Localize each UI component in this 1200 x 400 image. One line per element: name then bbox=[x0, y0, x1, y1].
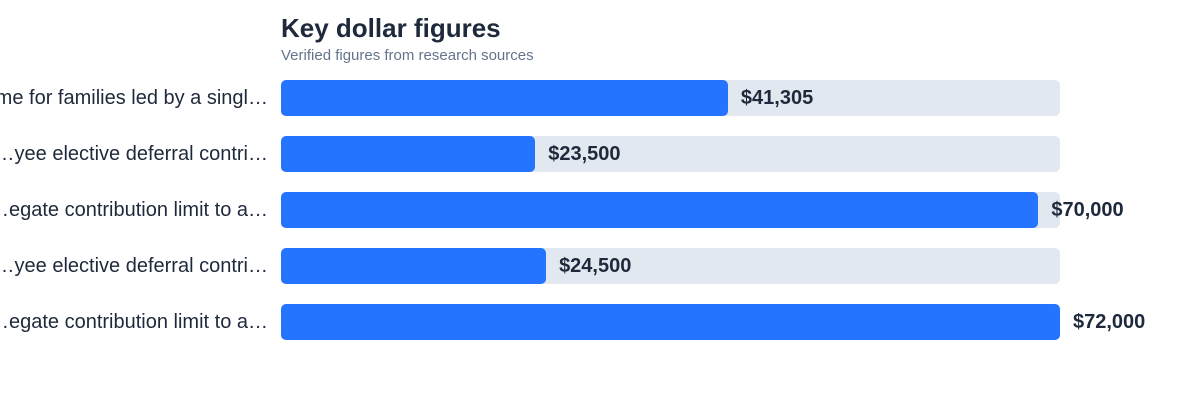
category-label: …egate contribution limit to a… bbox=[0, 304, 268, 340]
value-label: $23,500 bbox=[548, 143, 621, 165]
bar bbox=[281, 192, 1039, 228]
bar bbox=[281, 136, 536, 172]
category-label-text: …yee elective deferral contri… bbox=[0, 255, 268, 277]
bar-row: …yee elective deferral contri… $23,500 bbox=[0, 136, 1200, 172]
category-label: …yee elective deferral contri… bbox=[0, 248, 268, 284]
value-label: $41,305 bbox=[740, 87, 814, 109]
bar bbox=[281, 248, 547, 284]
value-label: $24,500 bbox=[559, 255, 632, 277]
value-label: $72,000 bbox=[1073, 311, 1146, 333]
category-label-text: …egate contribution limit to a… bbox=[0, 199, 268, 221]
bar-row: …egate contribution limit to a… $72,000 bbox=[0, 304, 1200, 340]
category-label-text: …egate contribution limit to a… bbox=[0, 311, 268, 333]
category-label: …yee elective deferral contri… bbox=[0, 136, 268, 172]
category-label-text: …me for families led by a singl… bbox=[0, 87, 268, 109]
chart-title: Key dollar figures bbox=[281, 13, 501, 43]
chart-subtitle: Verified figures from research sources bbox=[281, 47, 534, 64]
bar-row: …yee elective deferral contri… $24,500 bbox=[0, 248, 1200, 284]
category-label-text: …yee elective deferral contri… bbox=[0, 143, 268, 165]
value-label: $70,000 bbox=[1051, 199, 1124, 221]
bar bbox=[281, 80, 728, 116]
category-label: …egate contribution limit to a… bbox=[0, 192, 268, 228]
bar bbox=[281, 304, 1060, 340]
bar-row: …me for families led by a singl… $41,305 bbox=[0, 80, 1200, 116]
bar-row: …egate contribution limit to a… $70,000 bbox=[0, 192, 1200, 228]
category-label: …me for families led by a singl… bbox=[0, 80, 268, 116]
